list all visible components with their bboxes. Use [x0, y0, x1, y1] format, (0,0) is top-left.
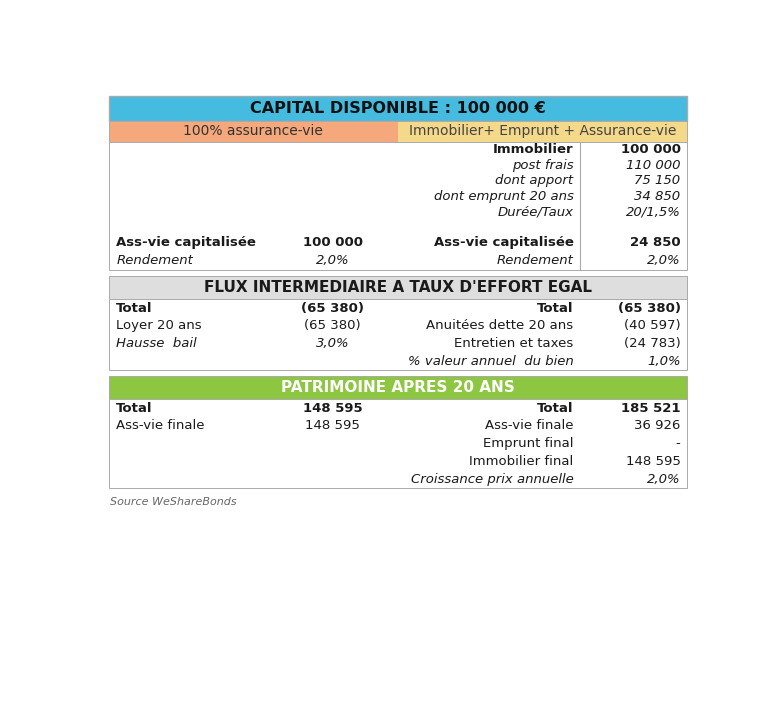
Text: (65 380): (65 380)	[618, 302, 681, 315]
Text: Anuitées dette 20 ans: Anuitées dette 20 ans	[427, 320, 573, 332]
Text: 36 926: 36 926	[634, 420, 681, 432]
Bar	[109, 204, 687, 219]
Text: Immobilier: Immobilier	[493, 144, 573, 156]
Text: 148 595: 148 595	[303, 402, 362, 415]
Text: CAPITAL DISPONIBLE : 100 000 €: CAPITAL DISPONIBLE : 100 000 €	[250, 101, 546, 116]
Text: Immobilier final: Immobilier final	[469, 455, 573, 468]
Bar	[109, 142, 687, 158]
Text: 148 595: 148 595	[305, 420, 360, 432]
Text: (65 380): (65 380)	[301, 302, 364, 315]
Bar	[397, 120, 687, 142]
Text: 110 000: 110 000	[626, 159, 681, 172]
Text: Durée/Taux: Durée/Taux	[497, 205, 573, 218]
Bar	[109, 399, 687, 417]
Text: 34 850: 34 850	[635, 189, 681, 203]
Text: (24 783): (24 783)	[624, 337, 681, 350]
Text: 185 521: 185 521	[621, 402, 681, 415]
Text: 148 595: 148 595	[625, 455, 681, 468]
Text: Loyer 20 ans: Loyer 20 ans	[116, 320, 202, 332]
Bar	[109, 189, 687, 204]
Text: dont apport: dont apport	[496, 174, 573, 187]
Bar	[109, 219, 687, 233]
Bar	[109, 233, 687, 251]
Bar	[109, 251, 687, 270]
Text: 75 150: 75 150	[635, 174, 681, 187]
Bar	[109, 417, 687, 435]
Bar	[109, 299, 687, 317]
Text: Rendement: Rendement	[116, 254, 193, 268]
Text: Croissance prix annuelle: Croissance prix annuelle	[411, 472, 573, 486]
Bar	[109, 435, 687, 453]
Bar	[109, 317, 687, 334]
Bar	[109, 120, 687, 142]
Bar	[109, 299, 687, 370]
Text: Rendement: Rendement	[497, 254, 573, 268]
Text: (40 597): (40 597)	[624, 320, 681, 332]
Bar	[109, 173, 687, 189]
Bar	[109, 377, 687, 399]
Bar	[109, 142, 687, 270]
Bar	[109, 353, 687, 370]
Bar	[109, 120, 397, 142]
Text: % valeur annuel  du bien: % valeur annuel du bien	[408, 355, 573, 367]
Text: Total: Total	[537, 402, 573, 415]
Text: Entretien et taxes: Entretien et taxes	[455, 337, 573, 350]
Bar	[109, 276, 687, 299]
Text: 100 000: 100 000	[303, 236, 362, 249]
Text: 2,0%: 2,0%	[316, 254, 349, 268]
Text: Total: Total	[537, 302, 573, 315]
Text: Immobilier+ Emprunt + Assurance-vie: Immobilier+ Emprunt + Assurance-vie	[408, 125, 676, 139]
Text: FLUX INTERMEDIAIRE A TAUX D'EFFORT EGAL: FLUX INTERMEDIAIRE A TAUX D'EFFORT EGAL	[203, 280, 592, 295]
Text: 3,0%: 3,0%	[316, 337, 349, 350]
Text: 1,0%: 1,0%	[647, 355, 681, 367]
Text: (65 380): (65 380)	[304, 320, 361, 332]
Text: Ass-vie capitalisée: Ass-vie capitalisée	[434, 236, 573, 249]
Text: post frais: post frais	[512, 159, 573, 172]
Bar	[109, 158, 687, 173]
Text: 2,0%: 2,0%	[647, 254, 681, 268]
Bar	[109, 96, 687, 120]
Text: Ass-vie finale: Ass-vie finale	[485, 420, 573, 432]
Text: Ass-vie finale: Ass-vie finale	[116, 420, 205, 432]
Text: dont emprunt 20 ans: dont emprunt 20 ans	[434, 189, 573, 203]
Text: 20/1,5%: 20/1,5%	[625, 205, 681, 218]
Text: Emprunt final: Emprunt final	[483, 437, 573, 450]
Text: Hausse  bail: Hausse bail	[116, 337, 197, 350]
Text: Total: Total	[116, 302, 153, 315]
Text: PATRIMOINE APRES 20 ANS: PATRIMOINE APRES 20 ANS	[281, 380, 514, 396]
Text: 100 000: 100 000	[621, 144, 681, 156]
Text: -: -	[676, 437, 681, 450]
Bar	[109, 399, 687, 488]
Text: Total: Total	[116, 402, 153, 415]
Text: Ass-vie capitalisée: Ass-vie capitalisée	[116, 236, 256, 249]
Bar	[109, 470, 687, 488]
Text: 100% assurance-vie: 100% assurance-vie	[183, 125, 323, 139]
Bar	[109, 334, 687, 353]
Bar	[109, 453, 687, 470]
Text: 2,0%: 2,0%	[647, 472, 681, 486]
Text: Source WeShareBonds: Source WeShareBonds	[110, 497, 237, 507]
Text: 24 850: 24 850	[630, 236, 681, 249]
